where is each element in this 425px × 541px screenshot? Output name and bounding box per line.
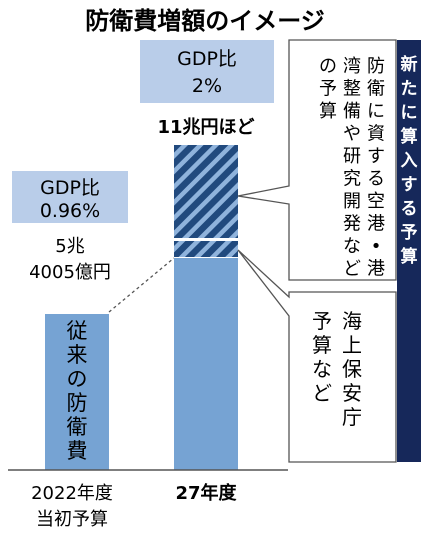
vertical-char: 整 bbox=[343, 79, 361, 100]
vertical-char: 算 bbox=[400, 246, 418, 267]
amount-label-27: 11兆円ほど bbox=[157, 117, 254, 138]
vertical-char: 衛 bbox=[367, 79, 385, 100]
vertical-char: 算 bbox=[319, 101, 337, 122]
vertical-char: 資 bbox=[367, 124, 385, 145]
callout-new-budget bbox=[237, 39, 397, 281]
vertical-char: す bbox=[401, 175, 418, 195]
vertical-char: 研 bbox=[343, 146, 361, 167]
vertical-char: 従 bbox=[67, 319, 88, 343]
vertical-char: る bbox=[367, 169, 385, 190]
vertical-char: 防 bbox=[67, 391, 88, 415]
amount-line: 4005億円 bbox=[29, 262, 111, 283]
vertical-char: な bbox=[343, 236, 361, 257]
vertical-char: 空 bbox=[367, 191, 385, 212]
vertical-char: る bbox=[401, 199, 418, 219]
vertical-char: 開 bbox=[343, 191, 361, 212]
vertical-char: 備 bbox=[343, 101, 361, 122]
bar-27-base bbox=[174, 258, 238, 470]
vertical-char: 算 bbox=[400, 126, 418, 147]
gdp-line: GDP比 bbox=[177, 48, 237, 70]
vertical-char: に bbox=[401, 103, 418, 123]
vertical-char: 来 bbox=[67, 343, 88, 367]
connector-dashed bbox=[108, 257, 175, 313]
bar-27-coast-guard bbox=[174, 241, 238, 257]
vertical-char: 費 bbox=[67, 439, 88, 463]
gdp-box-27 bbox=[140, 40, 274, 103]
bar-2022-base bbox=[45, 314, 109, 470]
vertical-char: 予 bbox=[312, 309, 332, 333]
vertical-char: • bbox=[371, 236, 382, 257]
vertical-char: 港 bbox=[367, 259, 385, 280]
vertical-char: す bbox=[367, 146, 385, 167]
side-banner bbox=[397, 40, 421, 462]
gdp-box-2022 bbox=[12, 171, 128, 223]
vertical-char: 保 bbox=[342, 357, 362, 381]
category-label-27: 27年度 bbox=[175, 482, 237, 504]
vertical-char: 入 bbox=[401, 151, 418, 171]
vertical-char: 安 bbox=[342, 381, 362, 405]
gdp-label-27: GDP比 2% bbox=[177, 48, 237, 97]
gdp-line: GDP比 bbox=[40, 177, 100, 199]
vertical-char: 上 bbox=[342, 333, 362, 357]
vertical-char: の bbox=[319, 56, 337, 77]
gdp-line: 0.96% bbox=[40, 200, 100, 222]
vertical-char: 新 bbox=[401, 54, 418, 75]
vertical-char: 庁 bbox=[342, 405, 362, 429]
vertical-char: ど bbox=[312, 381, 332, 405]
vertical-char: に bbox=[367, 101, 385, 122]
vertical-char: 衛 bbox=[67, 415, 88, 439]
vertical-char: な bbox=[312, 357, 332, 381]
callout-coast-guard bbox=[237, 249, 397, 463]
vertical-char: 予 bbox=[319, 79, 337, 100]
vertical-char: 防 bbox=[367, 56, 385, 77]
category-line: 2022年度 bbox=[31, 483, 113, 504]
gdp-line: 2% bbox=[192, 75, 222, 97]
vertical-char: 発 bbox=[343, 214, 361, 235]
vertical-char: 湾 bbox=[343, 56, 361, 77]
chart-title: 防衛費増額のイメージ bbox=[85, 7, 325, 35]
vertical-char: 究 bbox=[343, 169, 361, 190]
amount-line: 5兆 bbox=[55, 236, 84, 257]
vertical-char: た bbox=[401, 79, 418, 99]
vertical-char: 海 bbox=[342, 309, 362, 333]
amount-label-2022: 5兆 4005億円 bbox=[29, 236, 111, 283]
vertical-char: 算 bbox=[312, 333, 332, 357]
vertical-char: や bbox=[343, 124, 361, 145]
vertical-char: 港 bbox=[367, 214, 385, 235]
bar-27-new-budget bbox=[174, 145, 238, 238]
vertical-char: ど bbox=[343, 259, 361, 280]
vertical-char: 予 bbox=[401, 223, 418, 243]
vertical-char: の bbox=[67, 367, 88, 391]
category-line: 当初予算 bbox=[36, 509, 108, 530]
